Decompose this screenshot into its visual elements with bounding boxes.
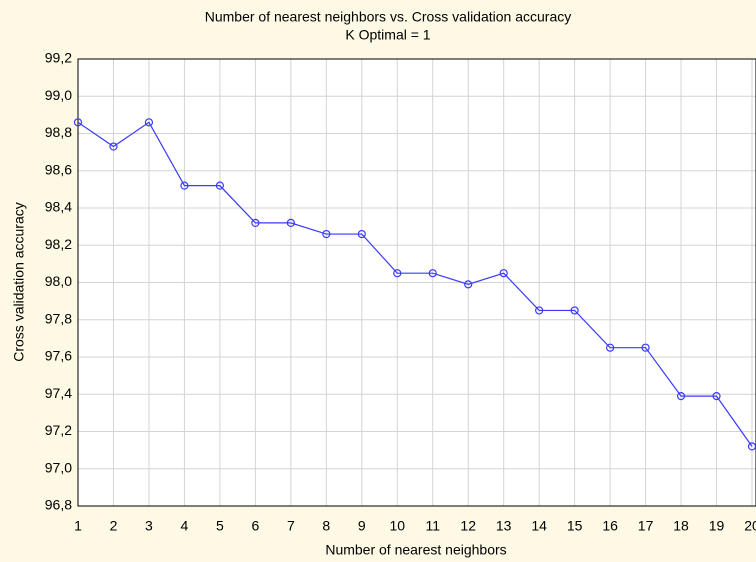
- x-tick-label: 15: [567, 518, 583, 534]
- y-tick-label: 99,2: [45, 50, 72, 66]
- y-tick-label: 96,8: [45, 497, 72, 513]
- x-tick-label: 8: [322, 518, 330, 534]
- data-point: [499, 269, 508, 278]
- x-tick-label: 13: [496, 518, 512, 534]
- x-tick-label: 18: [673, 518, 689, 534]
- data-point: [109, 142, 118, 151]
- data-point: [180, 181, 189, 190]
- data-point: [251, 218, 260, 227]
- data-point: [570, 306, 579, 315]
- data-point: [393, 269, 402, 278]
- y-tick-label: 99,0: [45, 87, 72, 103]
- data-point: [144, 118, 154, 127]
- x-tick-label: 14: [531, 518, 547, 534]
- x-tick-label: 7: [287, 518, 295, 534]
- x-tick-label: 20: [744, 518, 756, 534]
- data-point: [676, 392, 686, 401]
- x-tick-label: 17: [638, 518, 654, 534]
- x-tick-label: 16: [602, 518, 618, 534]
- data-point: [322, 229, 331, 239]
- x-tick-label: 19: [709, 518, 725, 534]
- x-tick-label: 5: [216, 518, 224, 534]
- x-axis-label: Number of nearest neighbors: [325, 542, 506, 558]
- x-tick-label: 6: [251, 518, 259, 534]
- y-tick-label: 98,6: [45, 161, 72, 177]
- x-tick-label: 10: [389, 518, 405, 534]
- y-tick-label: 97,8: [45, 310, 72, 326]
- chart-subtitle: K Optimal = 1: [345, 27, 430, 43]
- data-point: [712, 392, 721, 401]
- data-point: [357, 229, 366, 239]
- y-tick-label: 97,4: [45, 385, 72, 401]
- y-tick-label: 98,0: [45, 273, 72, 289]
- data-point: [641, 343, 650, 352]
- x-tick-label: 1: [74, 518, 82, 534]
- data-point: [535, 306, 544, 315]
- chart-title: Number of nearest neighbors vs. Cross va…: [205, 9, 572, 25]
- data-point: [286, 218, 295, 227]
- y-tick-label: 97,6: [45, 348, 72, 364]
- data-point: [73, 118, 83, 127]
- data-point: [428, 269, 437, 278]
- y-axis-label: Cross validation accuracy: [11, 202, 27, 362]
- y-tick-label: 98,8: [45, 124, 72, 140]
- y-tick-label: 98,4: [45, 199, 72, 215]
- x-tick-label: 3: [145, 518, 153, 534]
- x-tick-label: 4: [181, 518, 189, 534]
- data-line: [77, 121, 753, 447]
- x-tick-label: 9: [358, 518, 366, 534]
- plot-border: [77, 58, 756, 507]
- x-tick-label: 12: [460, 518, 476, 534]
- data-point: [215, 181, 224, 190]
- data-point: [606, 343, 615, 352]
- y-tick-label: 97,2: [45, 422, 72, 438]
- data-point: [464, 280, 473, 289]
- y-tick-label: 98,2: [45, 236, 72, 252]
- x-tick-label: 11: [425, 518, 440, 534]
- x-tick-label: 2: [110, 518, 118, 534]
- y-tick-label: 97,0: [45, 459, 72, 475]
